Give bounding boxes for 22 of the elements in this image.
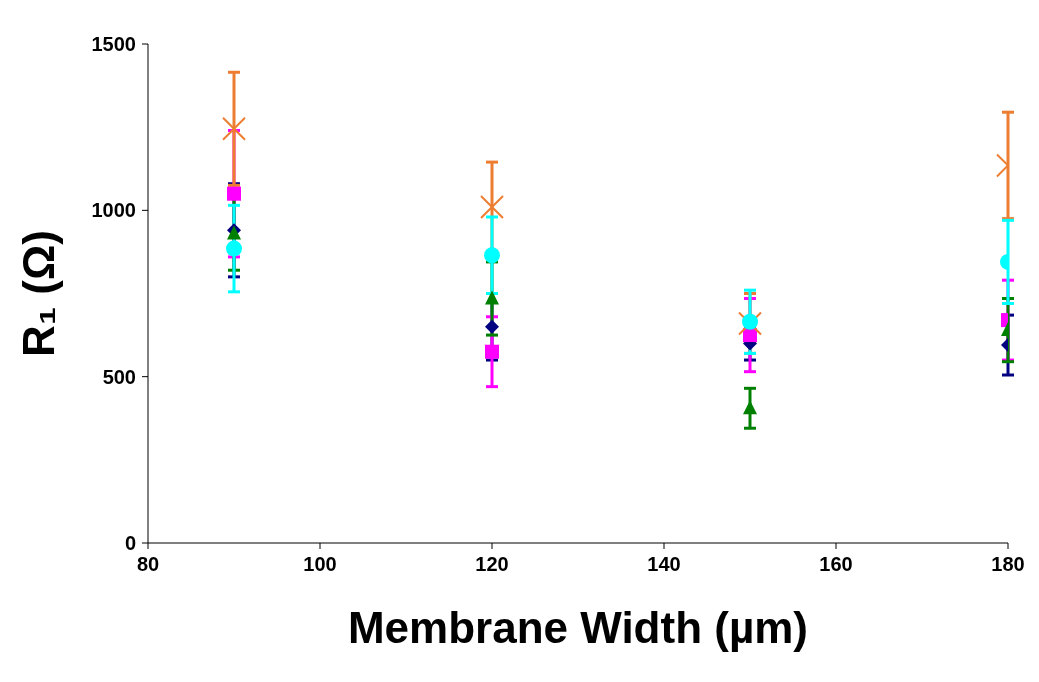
x-axis-title: Membrane Width (µm) (347, 603, 809, 652)
point (226, 240, 242, 257)
point (227, 186, 241, 201)
y-tick-label: 0 (124, 532, 136, 555)
x-tick-label: 140 (647, 553, 681, 576)
x-tick-label: 180 (991, 553, 1025, 576)
y-tick-label: 500 (102, 365, 136, 388)
point (485, 290, 499, 305)
point (222, 116, 246, 141)
point (485, 344, 499, 359)
point (484, 247, 500, 264)
point (742, 313, 758, 330)
x-tick-label: 160 (819, 553, 853, 576)
y-tick-label: 1500 (91, 33, 136, 56)
x-tick-label: 120 (475, 553, 509, 576)
y-tick-label: 1000 (91, 199, 136, 222)
point (743, 400, 757, 415)
x-tick-label: 80 (136, 553, 160, 576)
point (480, 195, 504, 220)
point (485, 319, 499, 334)
x-tick-label: 100 (303, 553, 337, 576)
y-axis-title: R₁ (Ω) (13, 230, 63, 357)
